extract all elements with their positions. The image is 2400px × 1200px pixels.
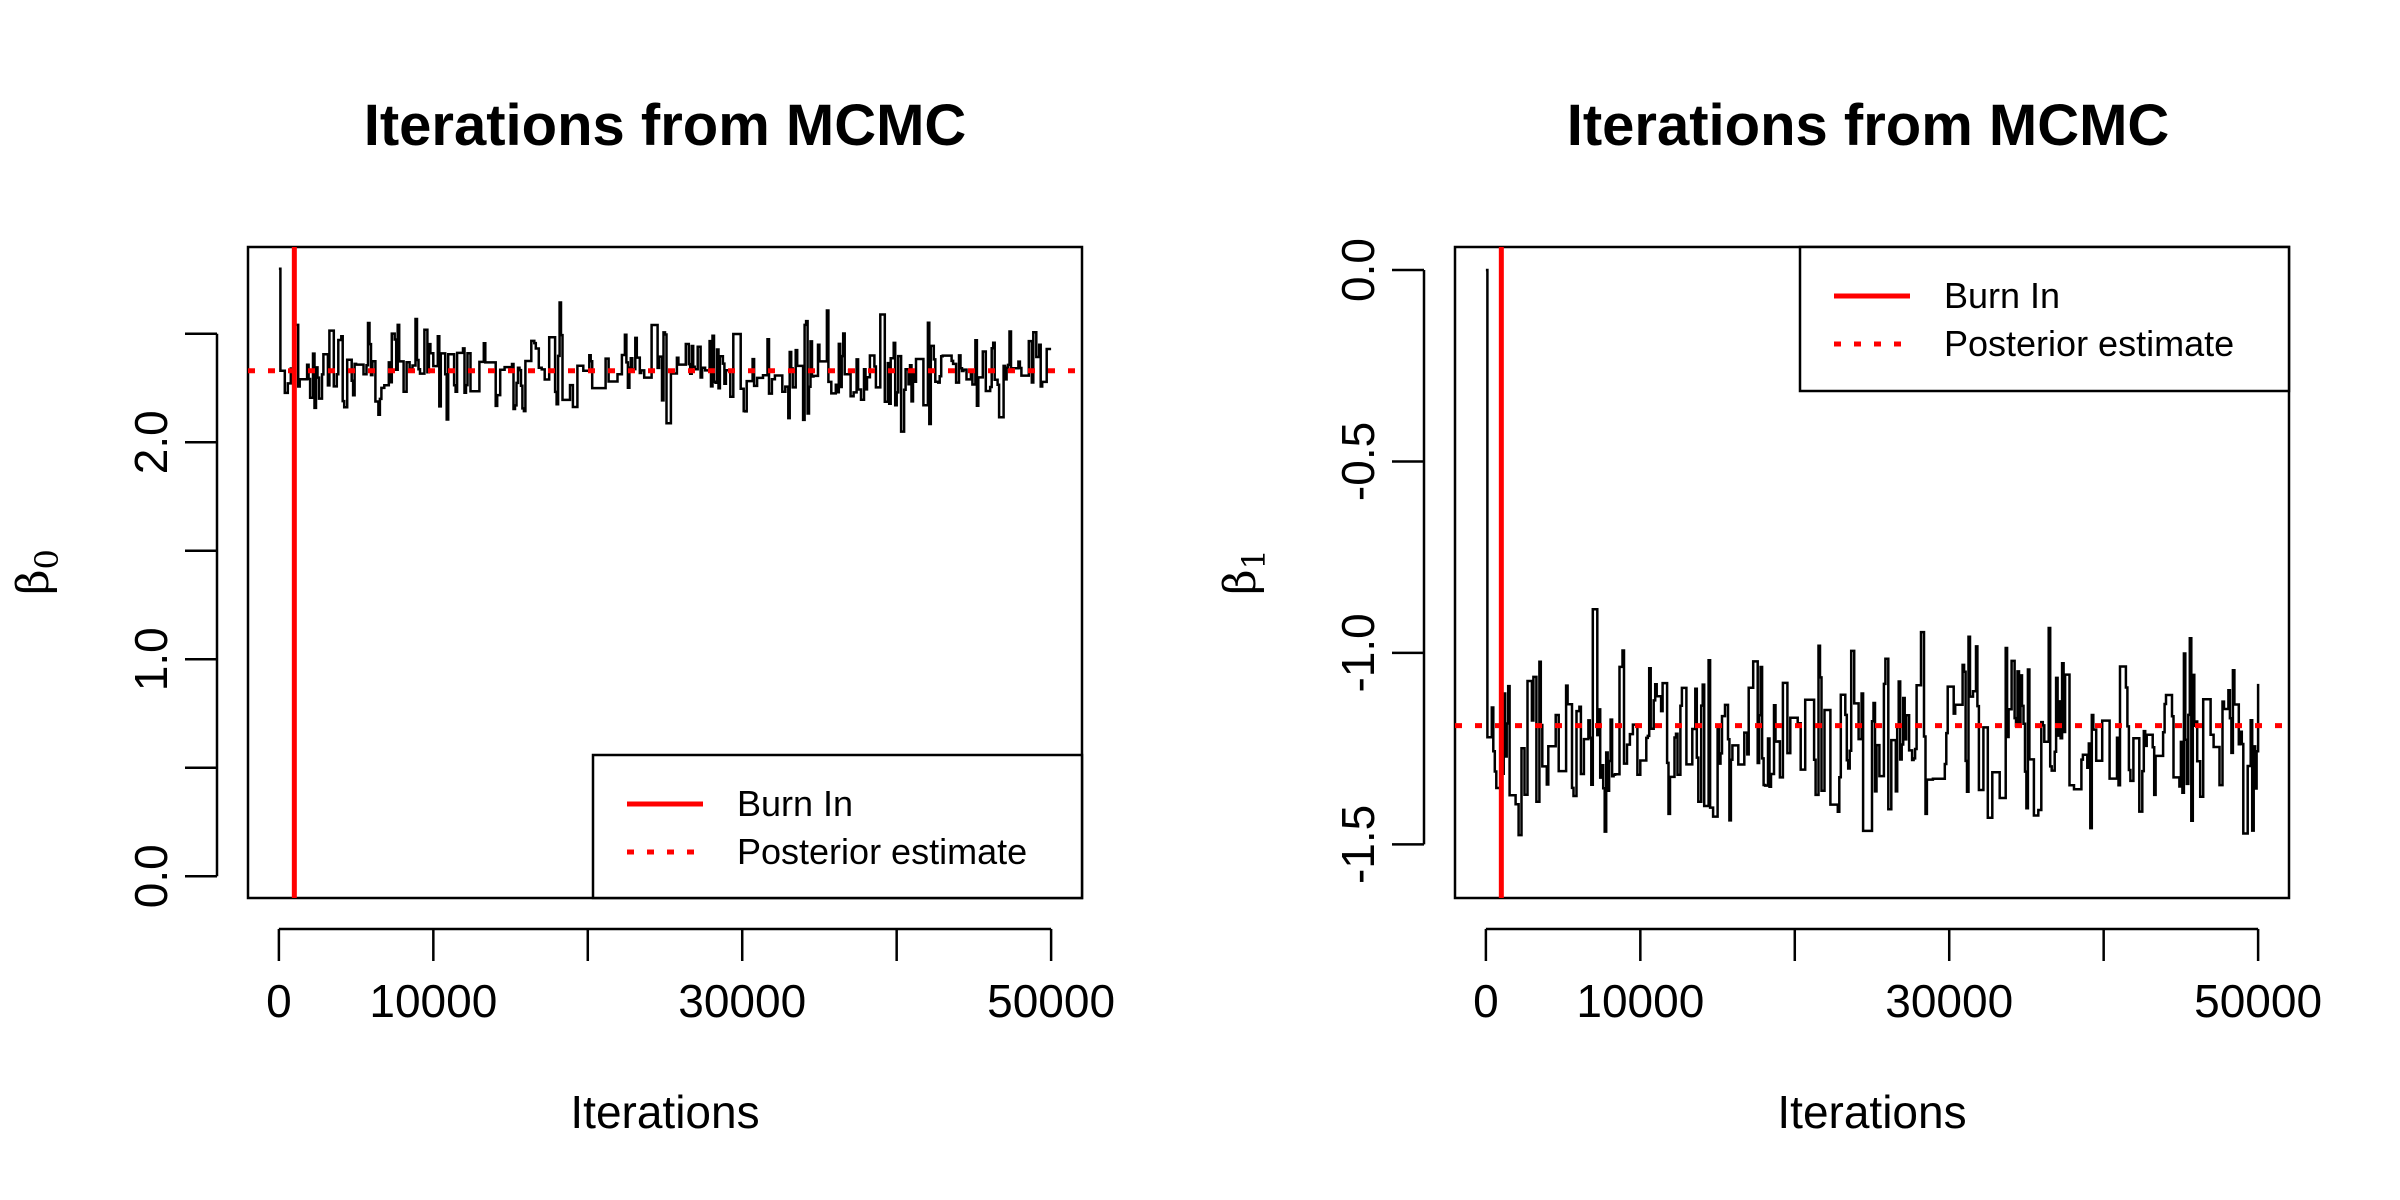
x-tick-label: 50000 bbox=[2194, 975, 2322, 1027]
x-tick-label: 0 bbox=[1473, 975, 1499, 1027]
y-axis-label-symbol: β bbox=[1215, 569, 1266, 594]
legend-box bbox=[591, 753, 1084, 900]
trace-series bbox=[1455, 247, 2289, 898]
y-tick-label: 0.0 bbox=[125, 844, 177, 908]
y-tick-label: 0.0 bbox=[1332, 238, 1384, 302]
chart-panel-beta1: Iterations from MCMC 0 10000 30000 50000 0.… bbox=[1215, 93, 2322, 1138]
x-tick-label: 10000 bbox=[1576, 975, 1704, 1027]
y-tick-label: -1.5 bbox=[1332, 805, 1384, 884]
y-tick-label: 1.0 bbox=[125, 627, 177, 691]
legend: Burn In Posterior estimate bbox=[591, 753, 1084, 900]
legend-box bbox=[1798, 245, 2291, 393]
x-tick-label: 50000 bbox=[987, 975, 1115, 1027]
x-axis: 0 10000 30000 50000 bbox=[266, 927, 1115, 1027]
legend-posterior-label: Posterior estimate bbox=[1944, 323, 2234, 364]
chart-panel-beta0: Iterations from MCMC 0 10000 30000 50000 0.… bbox=[8, 93, 1115, 1138]
trace-line bbox=[1485, 268, 2260, 837]
legend-burn-in-label: Burn In bbox=[737, 783, 853, 824]
trace-line bbox=[278, 267, 1052, 433]
x-tick-label: 30000 bbox=[678, 975, 806, 1027]
legend-burn-in-label: Burn In bbox=[1944, 275, 2060, 316]
y-axis-label-subscript: 1 bbox=[1235, 549, 1273, 569]
x-axis-label: Iterations bbox=[1777, 1086, 1966, 1138]
y-tick-label: -1.0 bbox=[1332, 613, 1384, 692]
chart-title: Iterations from MCMC bbox=[1567, 93, 2170, 158]
legend-posterior-label: Posterior estimate bbox=[737, 831, 1027, 872]
x-tick-label: 10000 bbox=[369, 975, 497, 1027]
y-axis-label-subscript: 0 bbox=[28, 549, 66, 569]
y-axis: 0.0 -0.5 -1.0 -1.5 bbox=[1332, 238, 1426, 884]
x-tick-label: 0 bbox=[266, 975, 292, 1027]
y-tick-label: 2.0 bbox=[125, 410, 177, 474]
x-tick-label: 30000 bbox=[1885, 975, 2013, 1027]
x-axis-label: Iterations bbox=[570, 1086, 759, 1138]
legend: Burn In Posterior estimate bbox=[1798, 245, 2291, 393]
y-axis: 0.0 1.0 2.0 bbox=[125, 332, 219, 908]
y-axis-label-symbol: β bbox=[8, 569, 59, 594]
chart-title: Iterations from MCMC bbox=[364, 93, 967, 158]
trace-series bbox=[248, 247, 1082, 898]
y-axis-label: β0 bbox=[8, 549, 66, 595]
y-axis-label: β1 bbox=[1215, 549, 1273, 595]
y-tick-label: -0.5 bbox=[1332, 422, 1384, 501]
x-axis: 0 10000 30000 50000 bbox=[1473, 927, 2322, 1027]
